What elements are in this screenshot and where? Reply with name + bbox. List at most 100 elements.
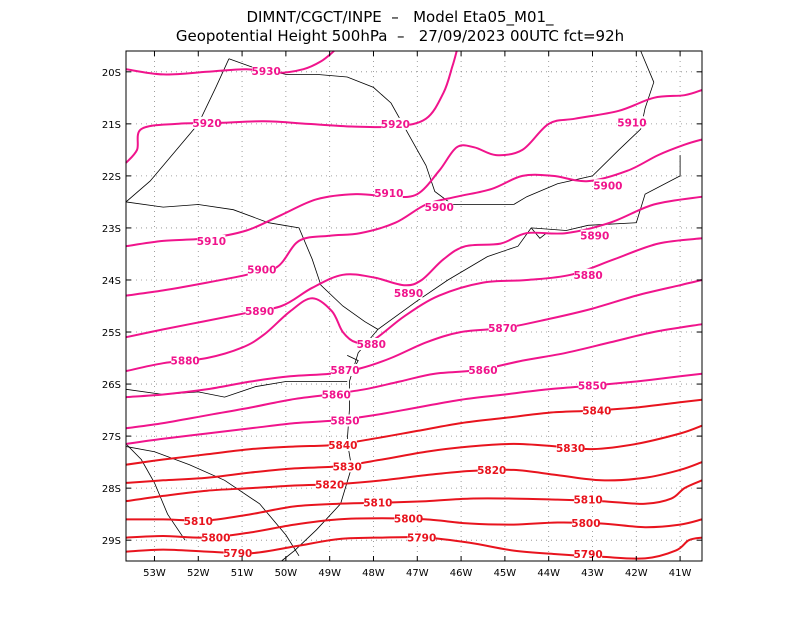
- contour-label-bg: [394, 286, 423, 299]
- lat-label: 25S: [102, 328, 121, 339]
- contour-label-bg: [252, 64, 281, 77]
- contour-label-bg: [322, 388, 351, 401]
- contour-label: 5880: [573, 270, 602, 282]
- contour-label: 5830: [333, 461, 362, 473]
- contour-label-bg: [580, 229, 609, 242]
- boundary-line: [125, 443, 186, 541]
- contour-label: 5810: [573, 495, 602, 507]
- contour-label-bg: [477, 463, 506, 476]
- contour-label: 5830: [556, 443, 585, 455]
- lat-label: 29S: [102, 536, 121, 547]
- contour-label: 5820: [477, 465, 506, 477]
- contour-label-bg: [394, 512, 423, 525]
- contour-label: 5900: [425, 202, 454, 214]
- contour-label: 5890: [245, 306, 274, 318]
- contour-label-bg: [201, 531, 230, 544]
- lat-label: 23S: [102, 224, 121, 235]
- map-frame: [125, 50, 703, 562]
- lon-label: 41W: [669, 568, 692, 579]
- contour-label: 5800: [571, 518, 600, 530]
- contour-label-bg: [407, 531, 436, 544]
- contour-label: 5840: [582, 406, 611, 418]
- contour-label-bg: [574, 548, 603, 561]
- contour-label: 5870: [488, 323, 517, 335]
- lat-label: 24S: [102, 276, 121, 287]
- contour-label: 5820: [315, 480, 344, 492]
- title-line-2: Geopotential Height 500hPa – 27/09/2023 …: [175, 27, 625, 45]
- contour-label: 5850: [330, 415, 359, 427]
- lat-label: 21S: [102, 120, 121, 131]
- boundary-line: [228, 58, 514, 205]
- contour-label: 5880: [357, 339, 386, 351]
- contour-label: 5890: [580, 231, 609, 243]
- contour-label: 5790: [223, 548, 252, 560]
- lon-label: 47W: [406, 568, 429, 579]
- contour-label-bg: [381, 117, 410, 130]
- boundary-line: [125, 201, 379, 330]
- contour-label-bg: [363, 496, 392, 509]
- contour-line: [125, 479, 703, 522]
- lat-label: 20S: [102, 68, 121, 79]
- contour-label-bg: [223, 547, 252, 560]
- boundary-line: [281, 155, 681, 562]
- lon-label: 48W: [362, 568, 385, 579]
- contour-label: 5840: [328, 440, 357, 452]
- contour-label-bg: [333, 460, 362, 473]
- contour-label: 5910: [374, 188, 403, 200]
- contour-label-bg: [328, 438, 357, 451]
- contour-label-bg: [357, 337, 386, 350]
- contour-label: 5860: [468, 365, 497, 377]
- lon-label: 51W: [231, 568, 254, 579]
- title-line-1: DIMNT/CGCT/INPE – Model Eta05_M01_: [246, 8, 554, 26]
- contour-line: [125, 138, 703, 297]
- contour-label: 5900: [247, 265, 276, 277]
- lat-label: 26S: [102, 380, 121, 391]
- contour-label-bg: [574, 493, 603, 506]
- lat-label: 27S: [102, 432, 121, 443]
- boundary-line: [125, 446, 300, 557]
- contour-label: 5810: [363, 498, 392, 510]
- axis-labels: 20S 21S 22S 23S 24S 25S 26S 27S 28S 29S 53W 52W 51W 5…: [102, 51, 702, 579]
- lon-label: 52W: [187, 568, 210, 579]
- contour-label-bg: [571, 517, 600, 530]
- contour-label-bg: [247, 263, 276, 276]
- contour-label-bg: [468, 364, 497, 377]
- lat-label: 28S: [102, 484, 121, 495]
- contour-line: [125, 372, 703, 445]
- contour-label: 5800: [201, 533, 230, 545]
- contour-label: 5790: [407, 533, 436, 545]
- boundary-line: [530, 227, 547, 239]
- boundary-line: [125, 58, 230, 203]
- contour-label-bg: [315, 478, 344, 491]
- contour-line: [125, 50, 458, 164]
- contour-label-bg: [488, 321, 517, 334]
- contour-label: 5810: [184, 516, 213, 528]
- contour-label: 5900: [593, 180, 622, 192]
- contour-label-bg: [582, 404, 611, 417]
- contour-label-bg: [197, 234, 226, 247]
- contour-label: 5870: [330, 365, 359, 377]
- contour-label-bg: [425, 201, 454, 214]
- contour-line: [125, 89, 703, 248]
- contour-label-bg: [193, 116, 222, 129]
- contour-label-bg: [574, 268, 603, 281]
- lon-label: 50W: [275, 568, 298, 579]
- contour-label: 5920: [192, 118, 221, 130]
- contour-label-bg: [184, 514, 213, 527]
- contour-label: 5910: [617, 117, 646, 129]
- contour-label: 5790: [573, 549, 602, 561]
- lon-label: 53W: [143, 568, 166, 579]
- contour-label: 5890: [394, 288, 423, 300]
- contour-label: 5850: [578, 381, 607, 393]
- contour-label-bg: [374, 187, 403, 200]
- contour-line: [125, 50, 335, 76]
- contour-line: [125, 237, 703, 373]
- lon-label: 43W: [581, 568, 604, 579]
- lon-label: 45W: [494, 568, 517, 579]
- contour-line: [125, 398, 703, 466]
- contour-label: 5910: [197, 236, 226, 248]
- contour-line: [125, 279, 703, 399]
- contour-label: 5930: [252, 66, 281, 78]
- contour-label-bg: [171, 354, 200, 367]
- contour-line: [125, 195, 703, 339]
